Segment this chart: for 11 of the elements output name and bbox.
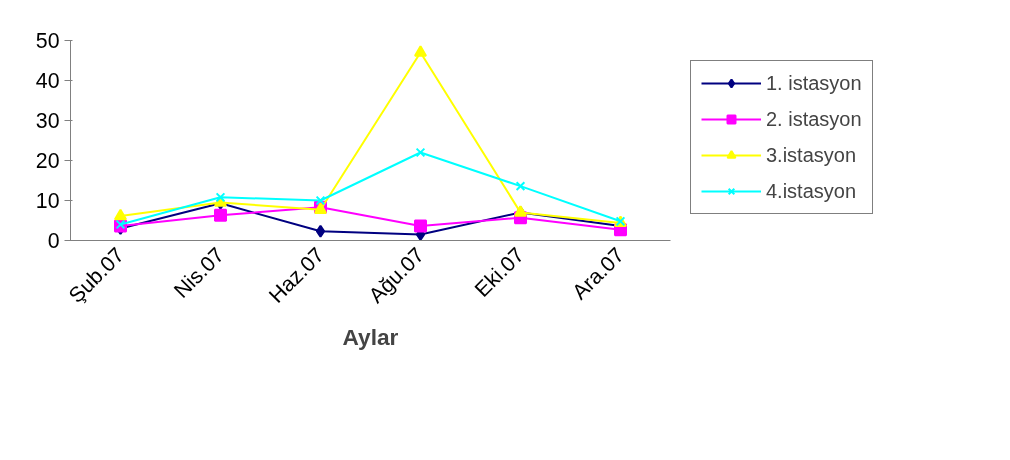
y-tick-label: 20	[35, 149, 60, 173]
legend-label: 4.istasyon	[766, 179, 857, 203]
y-tick-label: 40	[35, 69, 60, 93]
y-tick-label: 0	[47, 229, 60, 253]
y-tick-label: 50	[35, 29, 60, 53]
legend-label: 1. istasyon	[766, 71, 862, 95]
legend-label: 2. istasyon	[766, 107, 862, 131]
x-axis-title: Aylar	[342, 324, 399, 351]
y-tick-label: 30	[35, 109, 60, 133]
legend-label: 3.istasyon	[766, 143, 857, 167]
y-tick-label: 10	[35, 189, 60, 213]
